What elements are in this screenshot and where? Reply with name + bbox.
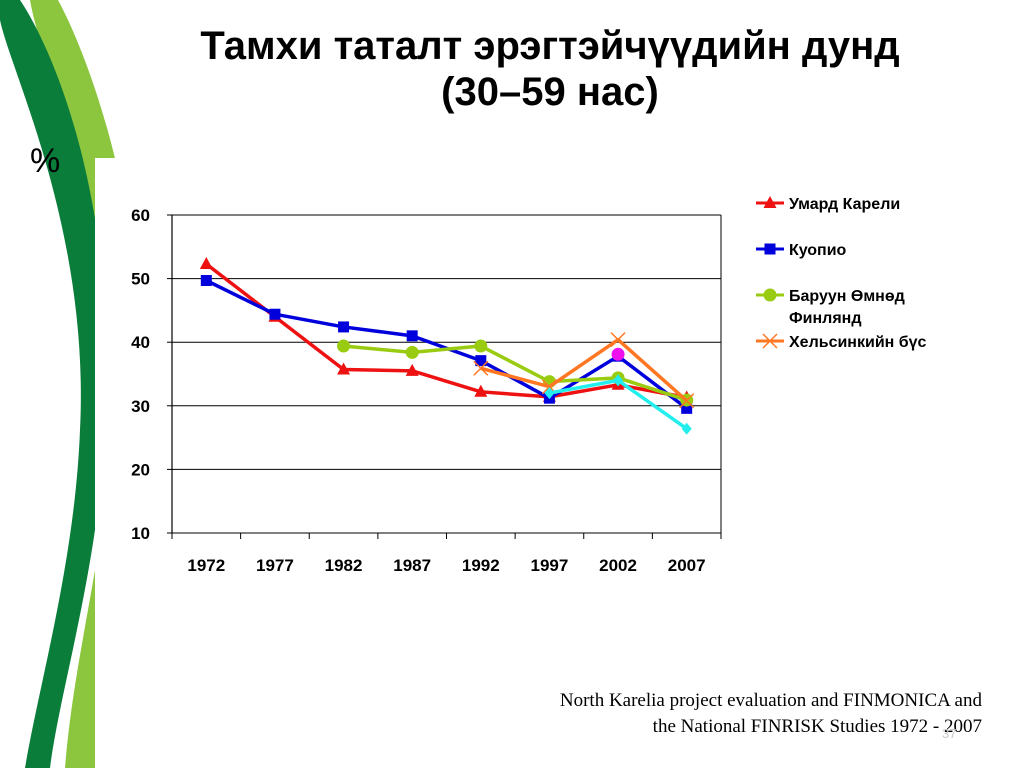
data-point — [338, 321, 350, 333]
series-line — [343, 344, 688, 402]
chart-axes: 10 20 30 40 50 60 1972 1977 1982 1987 1992 1997 2002… — [131, 206, 722, 575]
data-point — [405, 345, 419, 359]
data-point — [269, 308, 281, 320]
legend-item: Баруун Өмнөд Финлянд — [756, 288, 905, 327]
data-point — [337, 362, 351, 375]
data-point — [681, 402, 693, 414]
y-tick-label: 20 — [131, 460, 150, 479]
legend-label: Умард Карели — [789, 196, 900, 213]
source-line-2: the National FINRISK Studies 1972 - 2007 — [652, 716, 982, 737]
data-point — [764, 243, 776, 255]
legend-label: Хельсинкийн бүс — [789, 334, 927, 351]
data-point — [199, 256, 213, 269]
data-point — [611, 347, 625, 361]
y-tick-label: 10 — [131, 524, 150, 543]
legend-label: Баруун Өмнөд — [789, 288, 905, 305]
series-1 — [200, 275, 693, 414]
y-axis-unit: % — [30, 142, 61, 180]
data-point — [473, 360, 489, 376]
data-point — [613, 374, 624, 387]
data-point — [474, 384, 488, 397]
x-tick-label: 1972 — [187, 556, 225, 575]
x-tick-label: 2007 — [668, 556, 706, 575]
chart-backdrop — [95, 158, 1024, 768]
y-tick-label: 30 — [131, 397, 150, 416]
legend-item: Умард Карели — [756, 196, 900, 213]
y-tick-label: 40 — [131, 333, 150, 352]
source-line-1: North Karelia project evaluation and FIN… — [559, 690, 982, 711]
series-2 — [337, 339, 694, 407]
slide-title: Тамхи таталт эрэгтэйчүүдийн дунд — [200, 24, 900, 68]
series-3 — [473, 332, 695, 409]
series-line — [205, 262, 688, 400]
chart-series — [199, 256, 695, 435]
source-citation: North Karelia project evaluation and FIN… — [560, 688, 982, 740]
data-point — [475, 355, 487, 367]
x-tick-label: 1977 — [256, 556, 294, 575]
data-point — [406, 330, 418, 342]
x-tick-label: 1992 — [462, 556, 500, 575]
data-point — [200, 275, 212, 287]
data-point — [610, 332, 626, 348]
data-point — [405, 363, 419, 376]
x-tick-label: 1997 — [531, 556, 569, 575]
slide-subtitle: (30–59 нас) — [441, 70, 659, 114]
data-point — [474, 339, 488, 353]
data-point — [544, 387, 555, 400]
legend-item: Куопио — [756, 242, 847, 259]
series-4 — [544, 374, 692, 435]
legend-label-cont: Финлянд — [789, 310, 861, 327]
data-point — [763, 288, 777, 302]
x-tick-label: 2002 — [599, 556, 637, 575]
data-point — [763, 196, 777, 208]
data-point — [762, 333, 778, 349]
x-tick-label: 1987 — [393, 556, 431, 575]
series-line — [480, 337, 688, 403]
dark-green-ribbon — [0, 0, 108, 768]
legend-item: Хельсинкийн бүс — [756, 333, 927, 351]
data-point — [681, 422, 692, 435]
y-tick-label: 50 — [131, 270, 150, 289]
data-point — [337, 339, 351, 353]
page-number: 37 — [942, 726, 957, 741]
legend-label: Куопио — [789, 242, 847, 259]
chart-legend: Умард Карели Куопио Баруун Өмнөд Финлянд Хел… — [756, 196, 927, 351]
data-point — [679, 393, 695, 409]
y-tick-label: 60 — [131, 206, 150, 225]
x-tick-label: 1982 — [325, 556, 363, 575]
